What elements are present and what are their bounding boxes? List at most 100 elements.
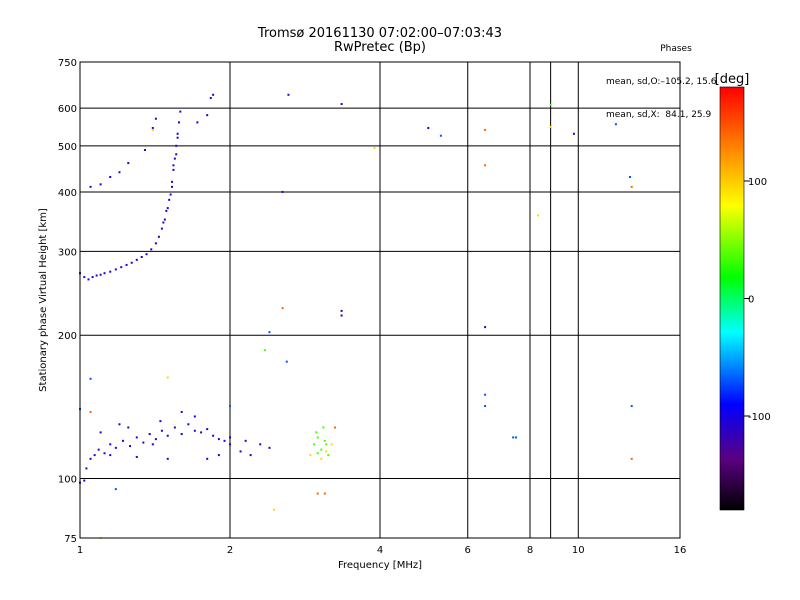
data-point <box>171 185 174 188</box>
y-tick-label: 750 <box>58 58 77 69</box>
data-point <box>93 454 96 457</box>
data-point <box>83 479 86 482</box>
colorbar-tick-label: 100 <box>748 177 767 188</box>
data-point <box>175 153 178 156</box>
data-point <box>334 426 337 429</box>
data-point <box>122 439 125 442</box>
data-point <box>285 360 288 363</box>
y-tick-label: 400 <box>58 188 77 199</box>
data-point <box>206 114 209 117</box>
data-point <box>151 128 154 131</box>
data-point <box>157 235 160 238</box>
data-point <box>130 261 133 264</box>
data-point <box>330 443 333 446</box>
data-point <box>572 132 575 135</box>
data-point <box>166 457 169 460</box>
data-point <box>127 426 130 429</box>
data-point <box>171 180 174 183</box>
data-points-layer <box>79 93 633 539</box>
data-point <box>249 454 252 457</box>
data-point <box>484 164 487 167</box>
data-point <box>179 110 182 113</box>
data-point <box>168 198 171 201</box>
data-point <box>439 134 442 137</box>
data-point <box>162 221 165 224</box>
data-point <box>99 183 102 186</box>
data-point <box>173 157 176 160</box>
y-tick-label: 300 <box>58 247 77 258</box>
x-tick-label: 16 <box>674 545 687 556</box>
data-point <box>323 492 326 495</box>
data-point <box>217 438 220 441</box>
data-point <box>135 436 138 439</box>
data-point <box>118 423 121 426</box>
data-point <box>630 405 633 408</box>
x-tick-label: 6 <box>465 545 471 556</box>
data-point <box>160 429 163 432</box>
data-point <box>484 326 487 329</box>
data-point <box>114 268 117 271</box>
data-point <box>103 272 106 275</box>
data-point <box>135 455 138 458</box>
phases-stats: Phases mean, sd,O:–105.2, 15.6 mean, sd,… <box>606 22 746 132</box>
data-point <box>140 256 143 259</box>
data-point <box>129 445 132 448</box>
data-point <box>145 253 148 256</box>
data-point <box>229 443 231 446</box>
data-point <box>127 162 130 165</box>
data-point <box>172 168 175 171</box>
y-tick-label: 100 <box>58 475 77 486</box>
data-point <box>281 190 284 193</box>
data-point <box>244 439 247 442</box>
data-point <box>91 276 94 279</box>
data-point <box>142 441 145 444</box>
data-point <box>166 207 169 210</box>
data-point <box>154 117 157 120</box>
data-point <box>200 431 203 434</box>
data-point <box>212 434 215 437</box>
phases-o-mode: mean, sd,O:–105.2, 15.6 <box>606 77 717 87</box>
data-point <box>109 443 112 446</box>
data-point <box>176 136 179 139</box>
data-point <box>89 410 92 413</box>
data-point <box>125 263 128 266</box>
x-tick-label: 2 <box>227 545 233 556</box>
data-point <box>320 448 323 451</box>
data-point <box>630 185 633 188</box>
y-axis-label: Stationary phase Virtual Height [km] <box>38 208 49 392</box>
y-axis-ticks: 75 100 200 300 400 500 600 750 <box>58 58 77 545</box>
data-point <box>259 443 262 446</box>
data-point <box>193 429 196 432</box>
data-point <box>114 446 117 449</box>
data-point <box>103 452 106 455</box>
data-point <box>120 266 123 269</box>
colorbar-tick-label: -100 <box>748 412 771 423</box>
y-tick-label: 200 <box>58 331 77 342</box>
data-point <box>217 454 220 457</box>
phases-x-mode: mean, sd,X: 84.1, 25.9 <box>606 110 712 120</box>
data-point <box>114 488 117 491</box>
data-point <box>148 433 151 436</box>
data-point <box>193 415 196 418</box>
x-axis-label: Frequency [MHz] <box>338 560 422 571</box>
data-point <box>549 103 552 106</box>
data-point <box>206 457 209 460</box>
data-point <box>169 193 172 196</box>
data-point <box>89 185 92 188</box>
x-tick-label: 1 <box>77 545 83 556</box>
data-point <box>373 146 376 149</box>
data-point <box>151 443 154 446</box>
data-point <box>281 307 284 310</box>
data-point <box>223 439 226 442</box>
data-point <box>87 278 90 281</box>
data-point <box>135 258 138 261</box>
x-axis-ticks: 1 2 4 6 8 10 16 <box>77 545 687 556</box>
x-tick-label: 10 <box>572 545 585 556</box>
data-point <box>175 144 178 147</box>
data-point <box>89 457 92 460</box>
phases-heading: Phases <box>660 44 692 54</box>
data-point <box>263 349 266 352</box>
data-point <box>165 209 168 212</box>
data-point <box>325 450 328 453</box>
data-point <box>163 218 166 221</box>
